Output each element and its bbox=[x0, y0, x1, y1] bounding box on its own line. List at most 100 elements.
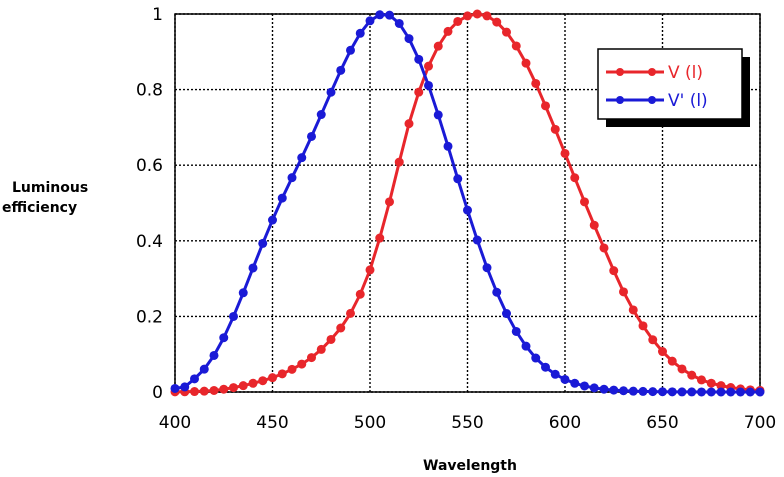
series-point-0 bbox=[307, 353, 316, 363]
series-point-1 bbox=[385, 10, 394, 20]
series-point-1 bbox=[609, 385, 619, 395]
series-layer bbox=[170, 9, 765, 397]
legend-marker-v-prime bbox=[616, 96, 624, 104]
series-point-1 bbox=[472, 235, 482, 245]
x-tick-label: 450 bbox=[256, 413, 288, 433]
x-axis-ticks: 400 450 500 550 600 650 700 bbox=[159, 413, 776, 433]
y-tick-label: 1 bbox=[152, 5, 163, 25]
series-point-0 bbox=[463, 11, 472, 21]
series-point-1 bbox=[355, 28, 365, 38]
series-point-1 bbox=[170, 383, 180, 393]
series-point-1 bbox=[268, 215, 277, 225]
y-tick-label: 0.8 bbox=[136, 81, 163, 101]
series-point-1 bbox=[550, 369, 560, 379]
series-point-1 bbox=[599, 384, 609, 394]
series-point-0 bbox=[433, 41, 443, 51]
series-point-1 bbox=[346, 45, 355, 55]
series-point-1 bbox=[570, 378, 580, 388]
series-point-0 bbox=[375, 233, 385, 243]
series-point-0 bbox=[229, 383, 238, 393]
series-point-0 bbox=[268, 373, 277, 383]
legend-box bbox=[597, 48, 743, 120]
series-point-0 bbox=[628, 305, 638, 315]
series-point-0 bbox=[511, 41, 521, 51]
series-point-0 bbox=[658, 347, 667, 357]
series-point-1 bbox=[424, 80, 433, 90]
series-point-0 bbox=[199, 386, 209, 396]
x-axis-title: Wavelength bbox=[423, 458, 517, 474]
y-tick-label: 0.4 bbox=[136, 232, 163, 252]
series-point-0 bbox=[258, 376, 268, 386]
series-point-0 bbox=[453, 16, 463, 26]
series-point-1 bbox=[297, 153, 307, 163]
series-point-1 bbox=[219, 333, 229, 343]
series-point-0 bbox=[219, 384, 229, 394]
legend-marker-v bbox=[616, 68, 624, 76]
series-point-1 bbox=[209, 350, 219, 360]
series-point-0 bbox=[346, 308, 355, 318]
series-point-1 bbox=[404, 34, 414, 44]
series-point-0 bbox=[355, 289, 365, 299]
series-point-0 bbox=[482, 11, 492, 21]
series-point-1 bbox=[658, 387, 667, 397]
series-point-1 bbox=[238, 288, 248, 298]
series-point-1 bbox=[287, 173, 297, 183]
series-point-1 bbox=[638, 386, 648, 396]
series-point-0 bbox=[541, 101, 550, 111]
series-point-0 bbox=[521, 58, 531, 68]
series-point-1 bbox=[619, 386, 628, 396]
series-point-0 bbox=[560, 148, 570, 158]
series-point-0 bbox=[697, 375, 706, 385]
legend-marker-v-prime bbox=[648, 96, 656, 104]
x-tick-label: 700 bbox=[744, 413, 776, 433]
series-point-1 bbox=[463, 205, 472, 215]
series-point-1 bbox=[316, 110, 326, 120]
series-point-1 bbox=[433, 110, 443, 120]
series-point-1 bbox=[229, 311, 238, 321]
legend-marker-v bbox=[648, 68, 656, 76]
series-point-0 bbox=[336, 323, 346, 333]
series-point-1 bbox=[736, 387, 745, 397]
series-point-1 bbox=[677, 387, 687, 397]
series-point-0 bbox=[599, 243, 609, 253]
series-point-1 bbox=[180, 382, 190, 392]
legend: V (l) V' (l) bbox=[597, 48, 750, 127]
series-point-1 bbox=[307, 131, 316, 141]
series-point-0 bbox=[443, 26, 453, 36]
series-point-0 bbox=[297, 359, 307, 369]
series-point-0 bbox=[472, 9, 482, 19]
series-point-0 bbox=[277, 369, 287, 379]
series-point-1 bbox=[745, 387, 755, 397]
series-point-0 bbox=[365, 265, 375, 275]
series-point-1 bbox=[531, 353, 541, 363]
series-point-1 bbox=[687, 387, 697, 397]
series-point-0 bbox=[589, 220, 599, 230]
series-point-1 bbox=[375, 10, 385, 20]
series-point-0 bbox=[550, 124, 560, 134]
y-axis-title-line-1: Luminous bbox=[12, 180, 88, 196]
series-point-0 bbox=[492, 17, 502, 27]
y-tick-label: 0 bbox=[152, 383, 163, 403]
series-point-1 bbox=[258, 238, 268, 248]
series-point-0 bbox=[326, 334, 336, 344]
series-point-1 bbox=[580, 381, 589, 391]
series-point-0 bbox=[687, 370, 697, 380]
series-point-0 bbox=[716, 381, 726, 391]
series-point-0 bbox=[609, 266, 619, 276]
y-axis-title-line-2: efficiency bbox=[2, 200, 77, 216]
series-point-1 bbox=[667, 387, 677, 397]
series-point-1 bbox=[326, 87, 336, 97]
series-point-0 bbox=[570, 173, 580, 183]
series-point-0 bbox=[404, 119, 414, 129]
series-point-1 bbox=[199, 364, 209, 374]
x-tick-label: 400 bbox=[159, 413, 191, 433]
legend-label-v: V (l) bbox=[668, 63, 703, 83]
series-point-0 bbox=[424, 61, 433, 71]
series-point-1 bbox=[560, 374, 570, 384]
legend-label-v-prime: V' (l) bbox=[668, 91, 708, 111]
series-point-1 bbox=[648, 387, 658, 397]
series-point-0 bbox=[531, 78, 541, 88]
series-point-1 bbox=[502, 309, 511, 319]
series-point-1 bbox=[706, 387, 716, 397]
